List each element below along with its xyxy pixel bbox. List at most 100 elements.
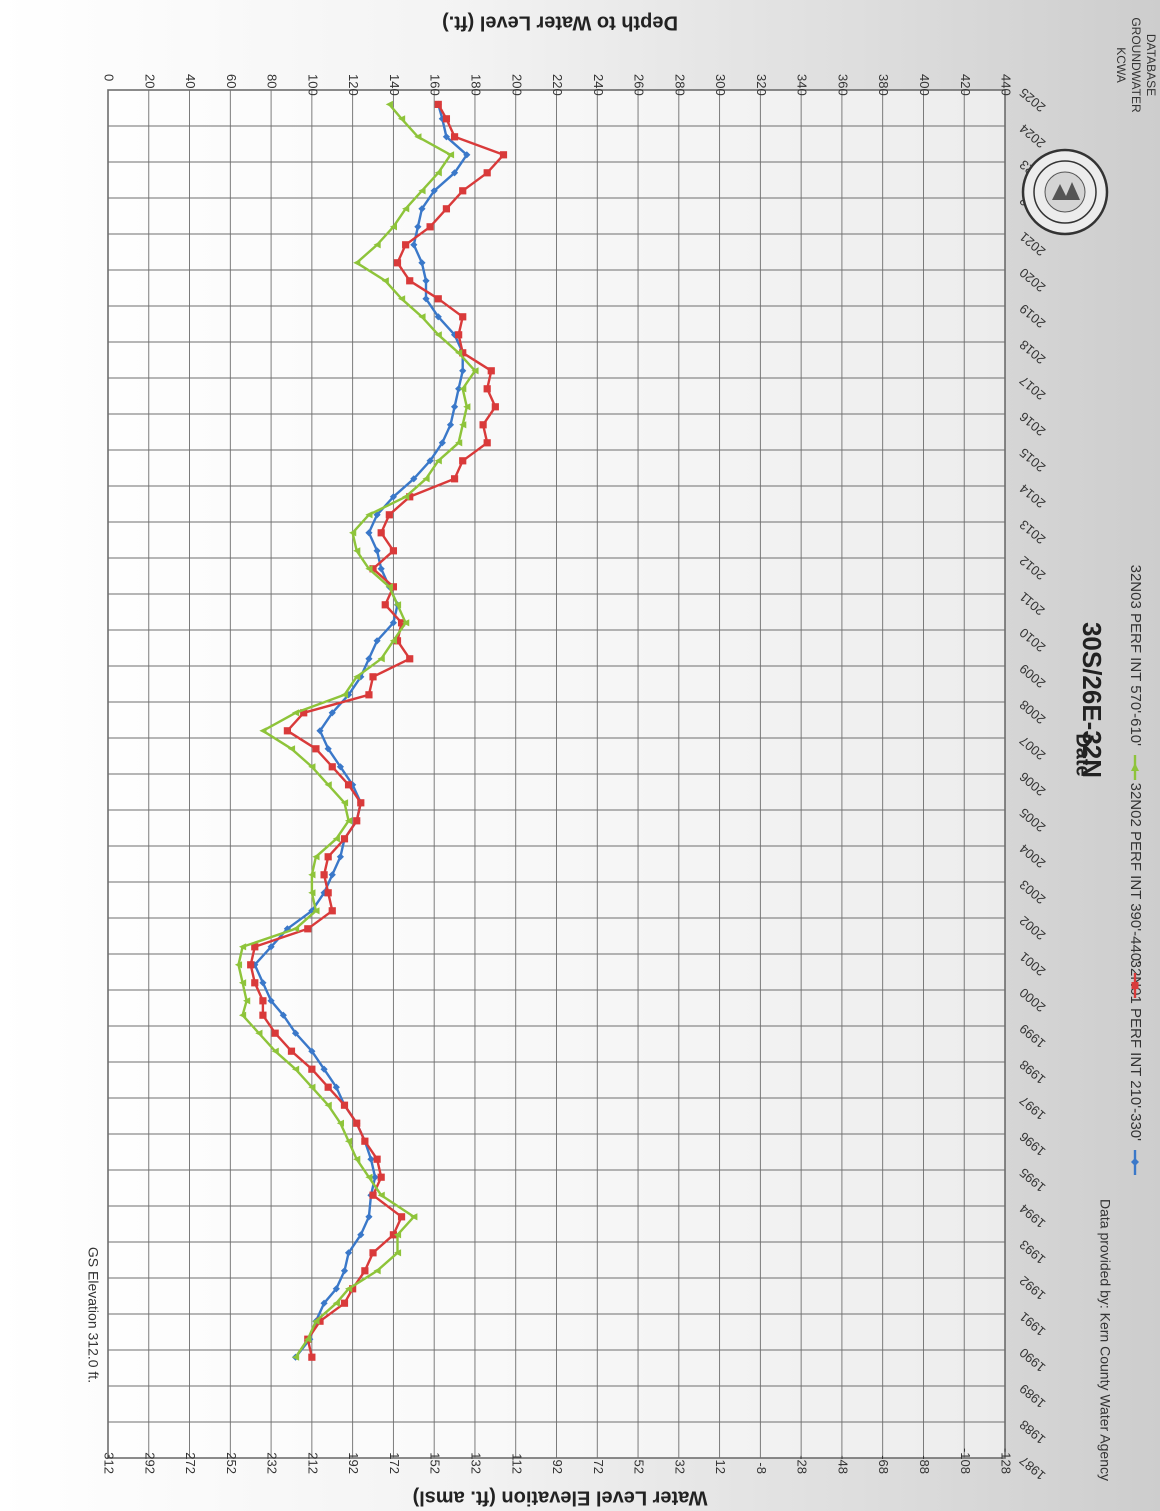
data-point — [365, 691, 373, 699]
data-point — [349, 1285, 357, 1293]
data-point — [373, 241, 381, 249]
data-point — [406, 277, 414, 285]
data-point — [267, 943, 275, 951]
legend-entry-2: 32N02 PERF INT 390'-440' — [1127, 783, 1144, 998]
data-point — [291, 925, 300, 933]
tick-label-elevation: -128 — [999, 1448, 1014, 1474]
data-point — [393, 1231, 402, 1239]
tick-label-depth: 240 — [591, 74, 606, 96]
data-point — [434, 457, 442, 465]
tick-label-depth: 280 — [672, 74, 687, 96]
data-point — [312, 853, 320, 861]
data-point — [410, 475, 418, 483]
data-point — [446, 421, 455, 429]
tick-label-depth: 340 — [795, 74, 810, 96]
data-point — [371, 1173, 379, 1181]
data-point — [344, 781, 353, 789]
data-point — [397, 295, 406, 303]
data-point — [300, 709, 308, 717]
data-point — [251, 979, 259, 987]
data-point — [463, 151, 471, 159]
data-point — [499, 151, 508, 159]
data-point — [450, 133, 459, 141]
tick-label-year: 2019 — [1016, 301, 1048, 331]
data-point — [283, 727, 291, 735]
tick-label-elevation: -108 — [958, 1448, 973, 1474]
data-point — [369, 673, 377, 681]
data-source-note: Data provided by: Kern County Water Agen… — [1097, 1199, 1113, 1481]
legend-swatch-marker — [1131, 763, 1139, 771]
data-point — [308, 1065, 316, 1073]
tick-label-year: 2016 — [1016, 409, 1048, 439]
data-point — [377, 565, 385, 573]
data-point — [414, 133, 422, 141]
data-point — [373, 547, 381, 555]
x-axis-title: Date — [1072, 733, 1094, 776]
data-point — [381, 277, 389, 285]
tick-label-depth: 120 — [346, 74, 361, 96]
data-point — [267, 997, 275, 1005]
tick-label-year: 2000 — [1016, 985, 1048, 1015]
data-point — [259, 1011, 267, 1019]
tick-label-year: 2017 — [1016, 373, 1048, 403]
data-point — [357, 799, 365, 807]
data-point — [442, 205, 451, 213]
data-point — [328, 709, 336, 717]
data-point — [340, 835, 349, 843]
data-point — [369, 1191, 377, 1199]
data-point — [320, 1065, 328, 1073]
data-point — [308, 907, 316, 915]
series-2 — [247, 100, 508, 1361]
tick-label-year: 1998 — [1016, 1057, 1048, 1087]
data-point — [365, 565, 373, 573]
data-point — [238, 943, 247, 951]
kcwa-database-label: KCWA GROUNDWATER DATABASE — [1114, 17, 1158, 113]
tick-label-year: 1989 — [1016, 1381, 1048, 1411]
tick-label-elevation: -88 — [917, 1455, 932, 1474]
tick-label-depth: 0 — [102, 74, 117, 81]
tick-label-year: 2015 — [1016, 445, 1048, 475]
data-point — [344, 1285, 353, 1293]
tick-label-elevation: -28 — [795, 1455, 810, 1474]
kcwa-label-line: GROUNDWATER — [1129, 17, 1143, 113]
legend-entry-3: 32N03 PERF INT 570'-610' — [1127, 565, 1144, 780]
data-point — [243, 997, 251, 1005]
data-point — [365, 511, 373, 519]
data-point — [471, 367, 479, 375]
data-point — [434, 295, 442, 303]
data-point — [450, 403, 459, 411]
data-point — [353, 1119, 361, 1127]
data-point — [336, 853, 345, 861]
data-point — [328, 763, 336, 771]
data-point — [397, 115, 406, 123]
data-point — [483, 169, 491, 177]
data-point — [393, 637, 402, 645]
data-point — [483, 439, 491, 447]
tick-label-year: 1990 — [1016, 1345, 1048, 1375]
data-point — [459, 421, 467, 429]
data-point — [385, 511, 393, 519]
data-point — [446, 151, 455, 159]
data-point — [406, 655, 414, 663]
data-point — [434, 100, 442, 108]
data-point — [247, 961, 255, 969]
data-point — [324, 1083, 332, 1091]
tick-label-elevation: 92 — [550, 1460, 565, 1474]
tick-label-elevation: 132 — [469, 1452, 484, 1474]
data-point — [353, 673, 361, 681]
data-point — [308, 1353, 316, 1361]
data-point — [353, 547, 361, 555]
data-point — [418, 205, 426, 213]
tick-label-elevation: 212 — [305, 1452, 320, 1474]
tick-label-elevation: 152 — [428, 1452, 443, 1474]
gs-elevation-label: GS Elevation 312.0 ft. — [85, 1247, 101, 1383]
tick-label-elevation: 232 — [265, 1452, 280, 1474]
tick-label-elevation: 172 — [387, 1452, 402, 1474]
data-point — [389, 493, 398, 501]
tick-label-elevation: 32 — [672, 1460, 687, 1474]
data-point — [234, 961, 243, 969]
data-point — [397, 1213, 406, 1221]
tick-label-year: 2002 — [1016, 913, 1048, 943]
